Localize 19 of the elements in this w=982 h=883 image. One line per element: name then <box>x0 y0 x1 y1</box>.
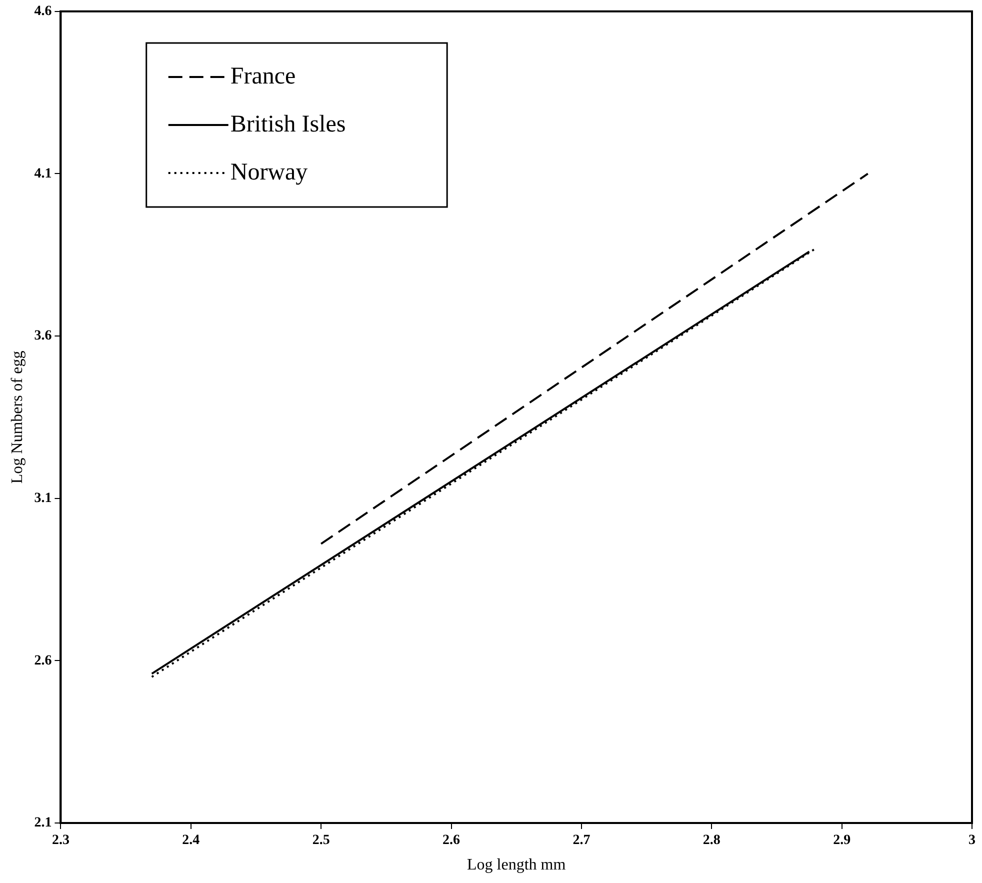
x-tick-label: 2.6 <box>442 833 460 848</box>
y-tick-label: 2.1 <box>34 816 52 831</box>
x-tick-label: 2.8 <box>702 833 720 848</box>
y-tick-label: 2.6 <box>34 653 52 668</box>
x-tick-label: 2.4 <box>182 833 200 848</box>
x-tick-label: 2.7 <box>572 833 590 848</box>
y-tick-label: 4.6 <box>34 4 52 20</box>
legend-label: France <box>230 63 296 90</box>
x-tick-label: 2.9 <box>833 833 851 848</box>
x-tick-label: 2.5 <box>312 833 330 848</box>
x-tick-label: 3 <box>968 833 976 848</box>
y-tick-label: 4.1 <box>34 166 52 182</box>
y-tick-label: 3.1 <box>34 490 52 506</box>
y-tick-label: 3.6 <box>34 328 52 344</box>
legend-label: Norway <box>230 159 308 186</box>
x-tick-label: 2.3 <box>52 833 70 848</box>
y-axis-title: Log Numbers of egg <box>8 350 26 484</box>
x-axis-title: Log length mm <box>467 856 566 874</box>
legend-label: British Isles <box>230 111 346 138</box>
